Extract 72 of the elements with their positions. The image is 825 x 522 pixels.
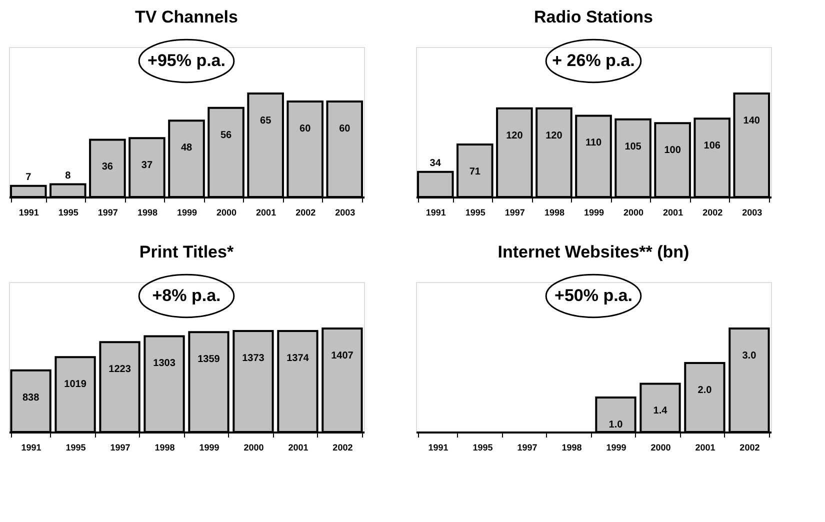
text: +95% p.a. xyxy=(148,51,226,70)
data-label: 7 xyxy=(26,172,32,183)
data-label: 60 xyxy=(339,124,351,135)
x-tick-label: 1999 xyxy=(584,208,604,218)
x-tick-label: 2003 xyxy=(742,208,762,218)
x-tick-label: 1991 xyxy=(428,442,448,452)
data-label: 1.0 xyxy=(608,420,624,431)
x-tick-label: 1995 xyxy=(472,442,493,452)
data-label: 1373 xyxy=(242,353,265,364)
x-tick-label: 2001 xyxy=(256,208,276,218)
data-label: 1.4 xyxy=(653,406,668,417)
data-label: 36 xyxy=(102,162,114,173)
data-label: 1374 xyxy=(286,352,310,364)
data-label: 37 xyxy=(141,160,153,172)
x-tick-label: 2000 xyxy=(650,442,671,452)
data-label: 1407 xyxy=(331,350,354,362)
x-tick-label: 2002 xyxy=(332,442,353,452)
x-tick-label: 1999 xyxy=(606,442,626,452)
x-tick-label: 2001 xyxy=(288,442,308,452)
x-tick-label: 1997 xyxy=(110,442,130,452)
x-tick-label: 1991 xyxy=(18,208,39,218)
data-label: 34 xyxy=(430,158,442,169)
x-tick-label: 1995 xyxy=(66,442,86,452)
data-label: 100 xyxy=(664,145,682,156)
data-label: 110 xyxy=(585,138,602,149)
x-tick-label: 2000 xyxy=(216,208,237,218)
chart-title: TV Channels xyxy=(135,8,238,27)
data-label: 1359 xyxy=(198,354,220,366)
x-tick-label: 1998 xyxy=(137,208,158,218)
x-tick-label: 1999 xyxy=(176,208,198,218)
data-label: 120 xyxy=(546,130,563,142)
x-tick-label: 1997 xyxy=(504,208,525,218)
data-label: 3.0 xyxy=(742,350,757,362)
x-tick-label: 2001 xyxy=(663,208,684,218)
x-tick-label: 1991 xyxy=(21,442,42,452)
x-tick-label: 1997 xyxy=(98,208,118,218)
data-label: 71 xyxy=(469,166,481,178)
x-tick-label: 1991 xyxy=(426,208,446,218)
text: +50% p.a. xyxy=(554,286,632,305)
chart-title: Radio Stations xyxy=(534,8,654,27)
data-label: 105 xyxy=(624,141,642,152)
text: +8% p.a. xyxy=(152,286,221,305)
data-label: 838 xyxy=(22,392,40,404)
chart-title: Print Titles* xyxy=(139,242,234,262)
x-tick-label: 2002 xyxy=(740,442,760,452)
x-tick-label: 2001 xyxy=(695,442,716,452)
x-tick-label: 1995 xyxy=(465,208,486,218)
data-label: 1019 xyxy=(64,379,87,390)
x-tick-label: 2003 xyxy=(335,208,356,218)
data-label: 60 xyxy=(300,124,312,135)
data-label: 106 xyxy=(704,140,721,152)
data-label: 120 xyxy=(506,130,524,142)
chart-title: Internet Websites** (bn) xyxy=(498,242,690,262)
data-label: 140 xyxy=(743,116,760,127)
x-tick-label: 1995 xyxy=(58,208,78,218)
x-tick-label: 1998 xyxy=(562,442,582,452)
x-tick-label: 2000 xyxy=(624,208,644,218)
text: + 26% p.a. xyxy=(552,51,635,70)
data-label: 2.0 xyxy=(698,385,712,396)
x-tick-label: 2000 xyxy=(244,442,264,452)
data-label: 1223 xyxy=(108,364,132,376)
x-tick-label: 2002 xyxy=(296,208,316,218)
x-tick-label: 2002 xyxy=(702,208,723,218)
x-tick-label: 1999 xyxy=(199,442,220,452)
x-tick-label: 1997 xyxy=(517,442,538,452)
data-label: 1303 xyxy=(153,358,176,370)
data-label: 8 xyxy=(65,170,72,182)
data-label: 48 xyxy=(180,142,192,154)
x-tick-label: 1998 xyxy=(154,442,175,452)
data-label: 65 xyxy=(260,116,272,127)
data-label: 56 xyxy=(220,130,232,141)
x-tick-label: 1998 xyxy=(544,208,564,218)
